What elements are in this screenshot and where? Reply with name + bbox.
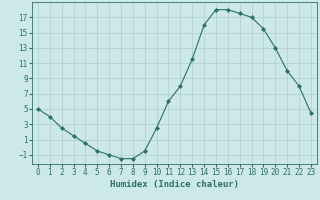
X-axis label: Humidex (Indice chaleur): Humidex (Indice chaleur) (110, 180, 239, 189)
